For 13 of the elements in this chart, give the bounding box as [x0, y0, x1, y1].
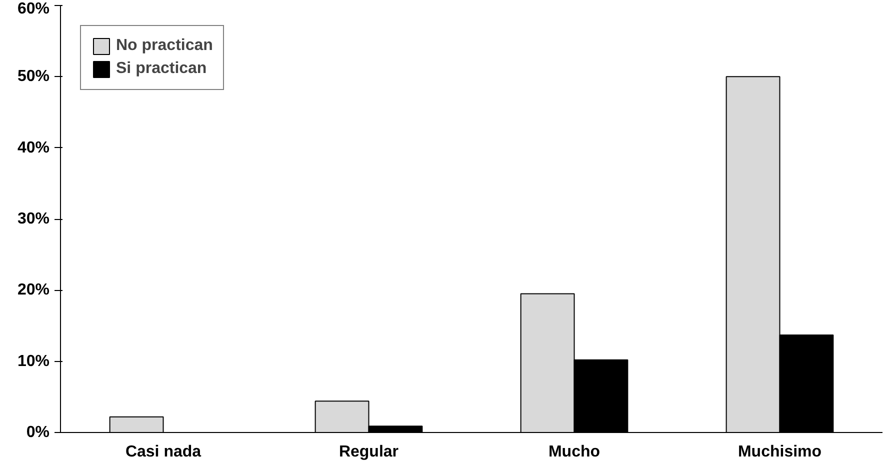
y-tick-label: 40%: [17, 139, 50, 156]
y-tick-label: 60%: [17, 0, 50, 18]
x-tick-label: Muchisimo: [738, 444, 822, 460]
y-tick-label: 20%: [17, 282, 50, 299]
x-tick-label: Casi nada: [125, 444, 202, 460]
y-tick-label: 10%: [17, 352, 50, 370]
legend-label: No practican: [116, 37, 213, 55]
y-tick-label: 0%: [26, 424, 50, 441]
y-tick-label: 30%: [17, 210, 50, 228]
x-tick-label: Mucho: [548, 444, 600, 460]
x-tick-label: Regular: [338, 444, 399, 460]
y-tick-label: 50%: [17, 68, 50, 86]
legend-label: Si practican: [116, 60, 207, 78]
